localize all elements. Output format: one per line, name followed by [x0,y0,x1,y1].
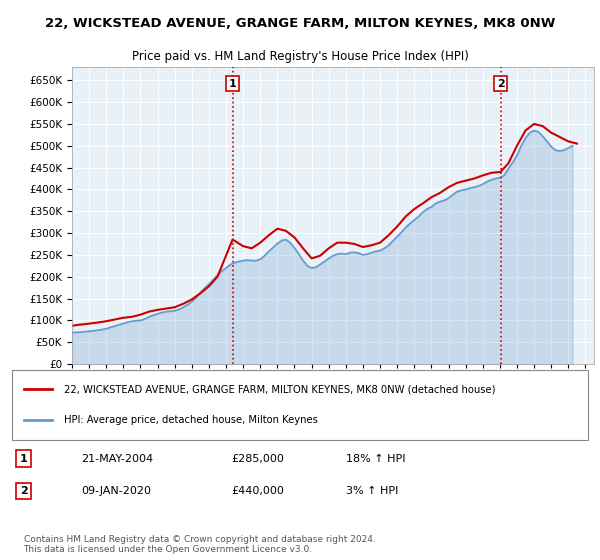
FancyBboxPatch shape [12,370,588,440]
Text: 22, WICKSTEAD AVENUE, GRANGE FARM, MILTON KEYNES, MK8 0NW: 22, WICKSTEAD AVENUE, GRANGE FARM, MILTO… [45,17,555,30]
Text: £440,000: £440,000 [231,486,284,496]
Text: Contains HM Land Registry data © Crown copyright and database right 2024.
This d: Contains HM Land Registry data © Crown c… [23,534,375,554]
Text: 3% ↑ HPI: 3% ↑ HPI [346,486,398,496]
Text: 2: 2 [497,78,505,88]
Text: 2: 2 [20,486,28,496]
Text: 1: 1 [20,454,28,464]
Text: £285,000: £285,000 [231,454,284,464]
Text: HPI: Average price, detached house, Milton Keynes: HPI: Average price, detached house, Milt… [64,415,318,425]
Text: 1: 1 [229,78,236,88]
Text: 18% ↑ HPI: 18% ↑ HPI [346,454,406,464]
Text: 21-MAY-2004: 21-MAY-2004 [81,454,153,464]
Text: 22, WICKSTEAD AVENUE, GRANGE FARM, MILTON KEYNES, MK8 0NW (detached house): 22, WICKSTEAD AVENUE, GRANGE FARM, MILTO… [64,384,496,394]
Text: Price paid vs. HM Land Registry's House Price Index (HPI): Price paid vs. HM Land Registry's House … [131,50,469,63]
Text: 09-JAN-2020: 09-JAN-2020 [81,486,151,496]
